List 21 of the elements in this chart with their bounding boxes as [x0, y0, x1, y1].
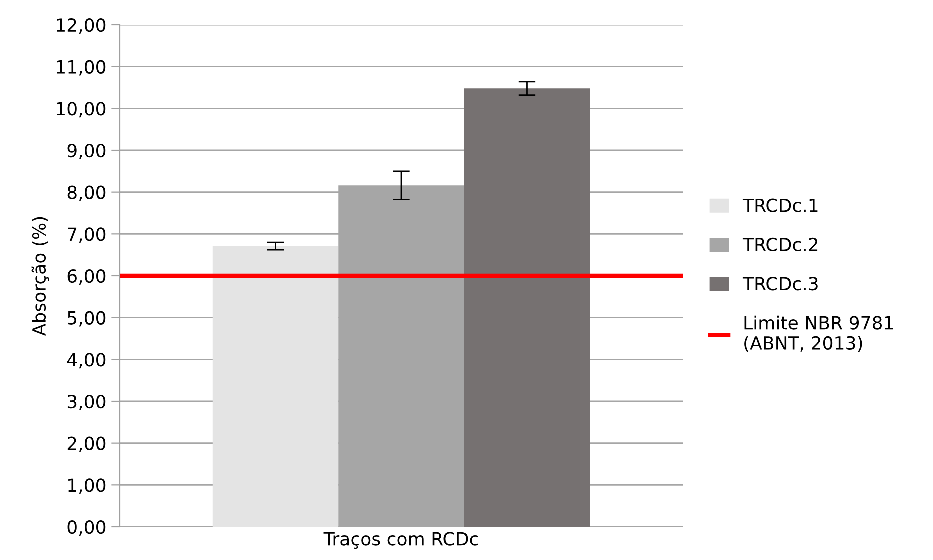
y-tick-label: 5,00	[68, 311, 106, 327]
y-tick-label: 2,00	[68, 436, 106, 452]
y-axis-title: Absorção (%)	[32, 217, 50, 336]
y-tick-label: 4,00	[67, 353, 106, 369]
y-tick-label: 11,00	[57, 60, 106, 76]
x-tick-label: Traços com RCDc	[324, 532, 478, 550]
y-tick-label: 10,00	[57, 102, 106, 118]
legend-label: TRCDc.3	[742, 277, 818, 291]
y-tick-label: 3,00	[68, 394, 106, 410]
y-tick-label: 8,00	[68, 186, 106, 202]
legend-label: TRCDc.2	[742, 238, 818, 252]
y-tick-label: 12,00	[57, 18, 106, 34]
y-tick-label: 0,00	[68, 520, 106, 536]
bar	[464, 88, 590, 527]
bar	[212, 246, 339, 527]
y-tick-label: 7,00	[68, 228, 106, 244]
legend-label: TRCDc.1	[742, 198, 818, 212]
legend-label: Limite NBR 9781 (ABNT, 2013)	[744, 316, 894, 352]
y-tick-label: 6,00	[68, 269, 106, 285]
y-tick-label: 1,00	[68, 478, 106, 494]
y-tick-label: 9,00	[68, 144, 106, 160]
